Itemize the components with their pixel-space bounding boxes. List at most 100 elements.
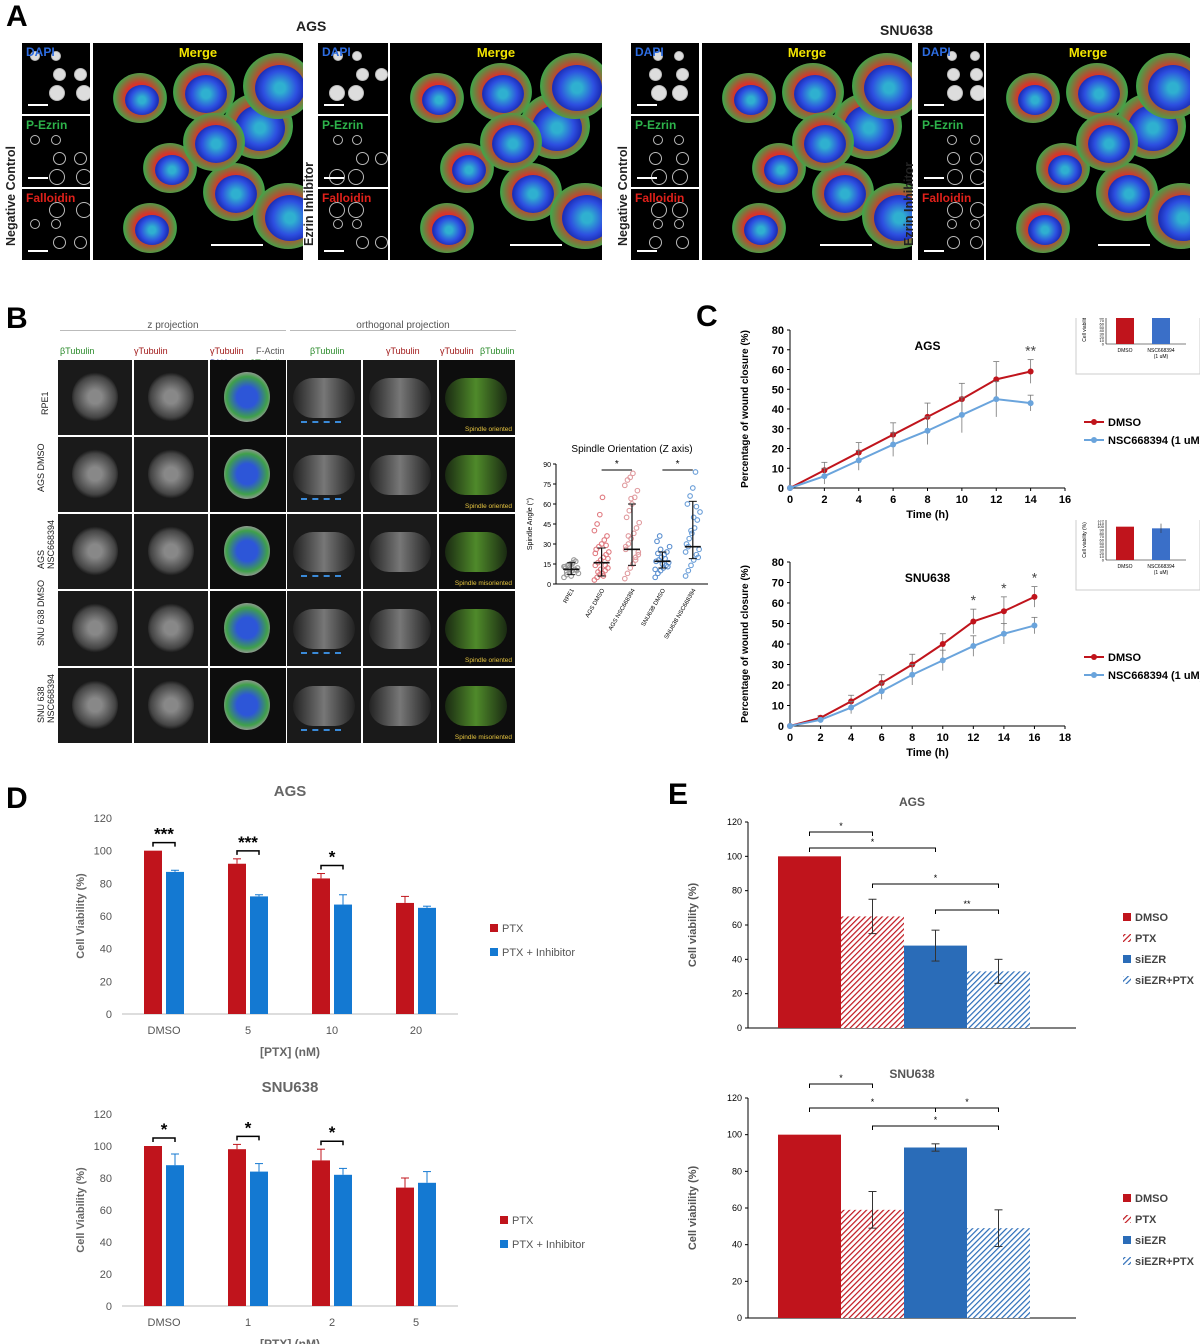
scale-bar [510,244,562,246]
cell-shape [947,152,960,165]
x-tick-label: 8 [924,494,930,506]
inset-y-tick-label: 50 [1100,541,1105,546]
data-point [569,561,575,567]
significance-bracket [320,864,344,870]
bar [396,902,414,1014]
cell-shape [74,236,87,249]
panel-label-c: C [696,300,718,333]
panel-label-e: E [668,778,689,811]
y-tick-label: 60 [100,1205,112,1217]
significance-bracket [809,831,873,836]
cell-shape [49,85,65,101]
cell-nucleus [125,85,159,115]
cell-nucleus [195,125,237,163]
data-point [628,535,634,542]
z-projection-rule [60,330,286,331]
spindle-shape [445,609,507,649]
chart-title: AGS [914,339,940,353]
y-tick-label: 0 [778,721,784,733]
category-label: 2 [329,1317,335,1329]
x-tick-label: 4 [848,732,855,744]
cell-shape [72,449,118,499]
inset-y-tick-label: 80 [1100,318,1105,320]
chart-title: AGS [274,783,307,800]
cell-shape [224,680,270,730]
spindle-label: Spindle oriented [465,657,512,664]
chart-title: SNU638 [262,1079,319,1096]
y-tick-label: 90 [543,462,551,469]
cell-shape [51,135,61,145]
significance-label: *** [154,825,174,844]
y-tick-label: 60 [772,365,784,377]
cell-shape [148,680,194,730]
inset-category-label: NSC668394 [1147,564,1174,570]
inset-y-tick-label: 70 [1100,534,1105,539]
cell-shape [72,372,118,422]
channel-image: P-Ezrin [22,116,90,187]
cell-shape [49,202,65,218]
legend-label: siEZR+PTX [1135,975,1195,987]
data-point [939,657,946,664]
inset-bar [1116,526,1134,560]
merge-label: Merge [787,45,827,60]
category-label: RPE1 [563,587,576,604]
cell-nucleus [432,215,466,245]
y-tick-label: 40 [732,954,742,964]
column-header: γTubulin [134,346,168,356]
condition-label: Negative Control [4,145,18,246]
y-tick-label: 70 [772,345,784,357]
y-tick-label: 20 [100,976,112,988]
data-point [628,495,634,502]
orthogonal-projection-header: orthogonal projection [356,320,450,331]
cell-nucleus [492,125,534,163]
bar [144,1146,162,1306]
cell-shape [148,526,194,576]
cell-shape [672,85,688,101]
cell-shape [53,152,66,165]
condition-label: Ezrin Inhibitor [302,161,316,246]
legend-label: siEZR [1135,954,1166,966]
channel-image: Falloidin [22,189,90,260]
y-tick-label: 10 [772,701,784,713]
spindle-label: Spindle oriented [465,503,512,510]
cell-shape [970,51,980,61]
micrograph-tile [363,514,437,589]
legend-swatch [500,1216,508,1224]
data-point [890,441,897,448]
data-point [633,525,640,531]
channel-label: Falloidin [322,191,372,205]
inset-y-label: Cell viability (%) [1082,318,1088,342]
y-tick-label: 60 [772,598,784,610]
x-axis-label: Time (h) [906,747,949,759]
data-point [817,716,824,723]
cell-shape [348,169,364,185]
data-point [687,493,693,499]
data-point [958,411,965,418]
cell-shape [49,169,65,185]
data-point [596,511,603,518]
legend-swatch [1123,913,1131,921]
cell-shape [672,202,688,218]
scale-bar [637,250,657,252]
cell-shape [51,219,61,229]
cell-nucleus [422,85,456,115]
bar [166,871,184,1014]
chart-title: SNU638 [889,1067,935,1081]
channel-image: Falloidin [918,189,984,260]
cell-shape [329,202,345,218]
data-point [604,533,610,539]
panel-a-ags-title: AGS [296,18,327,34]
y-tick-label: 0 [106,1009,112,1021]
cell-shape [53,68,66,81]
y-tick-label: 40 [100,944,112,956]
inset-y-tick-label: 10 [1100,554,1105,559]
data-point [652,574,659,581]
spindle-chart-title: Spindle Orientation (Z axis) [571,444,692,455]
data-point [684,501,691,507]
channel-label: P-Ezrin [26,118,68,132]
cell-shape [74,68,87,81]
micrograph-tile [134,360,208,435]
row-label: AGS DMSO [36,443,46,492]
scale-bar [1098,244,1150,246]
data-point [993,376,1000,383]
